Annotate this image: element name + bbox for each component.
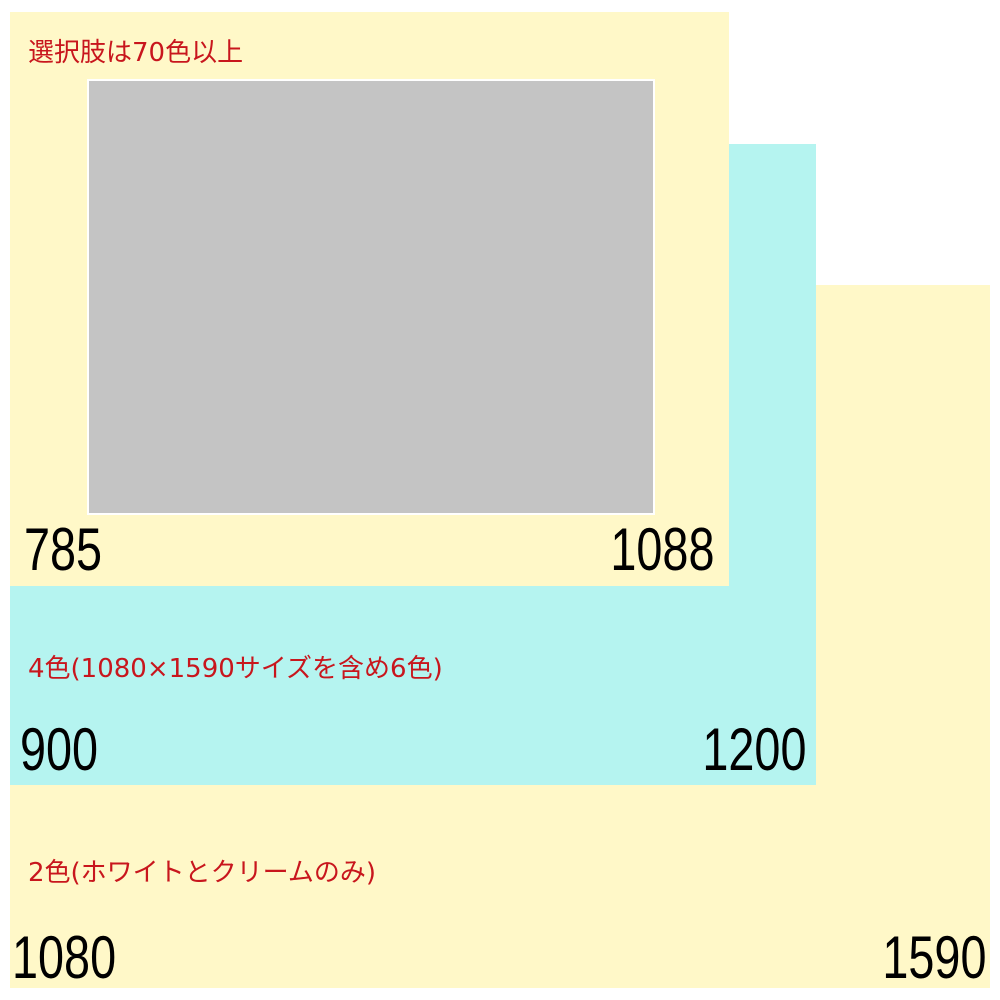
size-900-label: 4色(1080×1590サイズを含め6色) bbox=[28, 654, 443, 684]
gray-image-placeholder bbox=[87, 79, 655, 515]
size-785-width: 785 bbox=[24, 516, 103, 583]
size-785-height: 1088 bbox=[609, 516, 714, 583]
size-1080-height: 1590 bbox=[881, 924, 986, 991]
size-785-label: 選択肢は70色以上 bbox=[28, 38, 244, 68]
size-900-width: 900 bbox=[20, 716, 99, 783]
size-1080-width: 1080 bbox=[12, 924, 117, 991]
size-900-height: 1200 bbox=[701, 716, 806, 783]
size-1080-label: 2色(ホワイトとクリームのみ) bbox=[28, 858, 377, 888]
